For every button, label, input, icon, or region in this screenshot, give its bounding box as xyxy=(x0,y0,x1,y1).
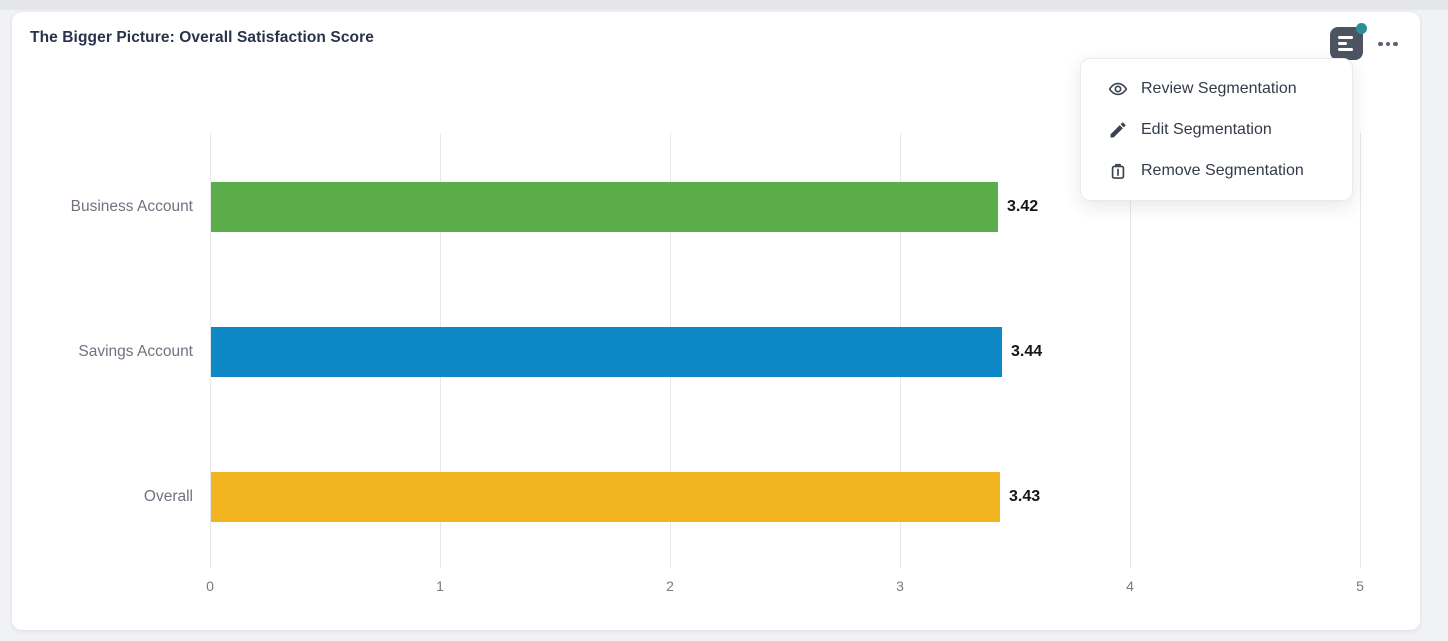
ellipsis-icon xyxy=(1378,41,1383,47)
eye-icon xyxy=(1108,79,1128,99)
category-label: Business Account xyxy=(70,198,193,215)
bar-business-account[interactable] xyxy=(211,182,998,232)
menu-item-label: Edit Segmentation xyxy=(1141,120,1272,138)
bar-value-label: 3.44 xyxy=(1011,343,1043,360)
x-axis-tick-label: 2 xyxy=(666,578,674,594)
segmentation-button[interactable] xyxy=(1330,23,1367,60)
bar-value-label: 3.42 xyxy=(1007,198,1039,215)
x-axis-tick-label: 0 xyxy=(206,578,214,594)
menu-item-label: Remove Segmentation xyxy=(1141,161,1304,179)
segmentation-active-badge xyxy=(1356,23,1367,34)
bar-value-label: 3.43 xyxy=(1009,488,1041,505)
x-gridline xyxy=(1130,133,1131,568)
page-top-strip xyxy=(0,0,1448,10)
x-gridline xyxy=(210,133,211,568)
chart-widget-card: The Bigger Picture: Overall Satisfaction… xyxy=(12,12,1420,630)
trash-icon xyxy=(1108,161,1128,181)
menu-item-label: Review Segmentation xyxy=(1141,79,1297,97)
bar-savings-account[interactable] xyxy=(211,327,1002,377)
x-axis-tick-label: 3 xyxy=(896,578,904,594)
category-label: Savings Account xyxy=(78,343,193,360)
chart-title: The Bigger Picture: Overall Satisfaction… xyxy=(30,29,374,46)
x-axis-tick-label: 4 xyxy=(1126,578,1134,594)
category-label: Overall xyxy=(143,488,193,505)
menu-item-review-segmentation[interactable]: Review Segmentation xyxy=(1081,68,1352,109)
bar-overall[interactable] xyxy=(211,472,1000,522)
more-options-button[interactable] xyxy=(1370,26,1406,62)
x-gridline xyxy=(1360,133,1361,568)
bar-chart: 0 1 2 3 4 5 Business Account 3.42 Savings Accoun… xyxy=(12,12,1420,630)
segmentation-lines-icon xyxy=(1338,36,1353,39)
segmentation-dropdown-menu: Review Segmentation Edit Segmentation Remo… xyxy=(1080,58,1353,201)
x-axis-tick-label: 5 xyxy=(1356,578,1364,594)
pencil-icon xyxy=(1108,120,1128,140)
menu-item-edit-segmentation[interactable]: Edit Segmentation xyxy=(1081,109,1352,150)
x-axis-tick-label: 1 xyxy=(436,578,444,594)
menu-item-remove-segmentation[interactable]: Remove Segmentation xyxy=(1081,150,1352,191)
